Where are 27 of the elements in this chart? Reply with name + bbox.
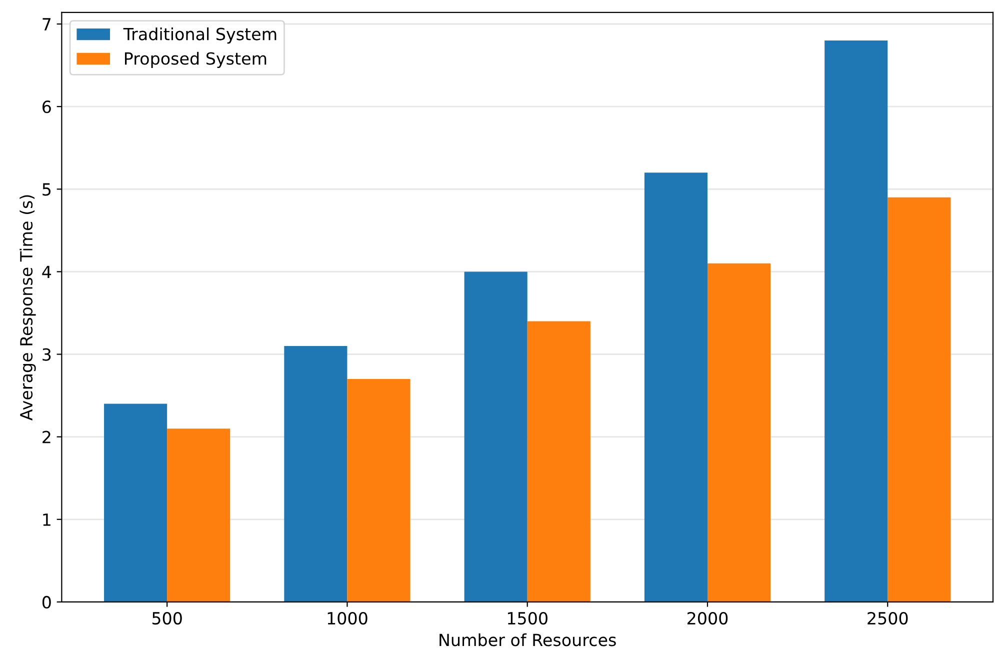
y-tick-label: 4 <box>42 266 52 278</box>
bar <box>644 172 708 602</box>
y-tick-label: 1 <box>43 514 50 526</box>
y-tick-label: 5 <box>42 183 51 196</box>
x-tick-label: 500 <box>152 612 182 625</box>
x-tick-label: 2000 <box>688 612 728 625</box>
y-axis-title: Average Response Time (s) <box>20 195 36 420</box>
y-tick-label: 3 <box>42 348 51 361</box>
x-tick-label: 2500 <box>868 612 908 625</box>
y-tick-label: 2 <box>42 430 50 444</box>
bar <box>707 263 771 602</box>
bar <box>167 428 230 602</box>
bar <box>824 40 888 602</box>
bar <box>888 197 951 602</box>
bar <box>284 346 348 602</box>
legend-label: Proposed System <box>124 52 266 68</box>
bar <box>527 321 590 602</box>
y-tick-label: 0 <box>42 596 51 609</box>
bar <box>104 404 168 602</box>
bar <box>347 379 410 602</box>
x-tick-label: 1500 <box>508 612 548 625</box>
x-tick-label: 1000 <box>328 612 368 625</box>
y-tick-label: 7 <box>42 18 51 30</box>
y-tick-label: 6 <box>42 100 51 114</box>
legend-label: Traditional System <box>123 27 276 44</box>
x-axis-title: Number of Resources <box>440 633 616 646</box>
bar <box>464 272 528 602</box>
